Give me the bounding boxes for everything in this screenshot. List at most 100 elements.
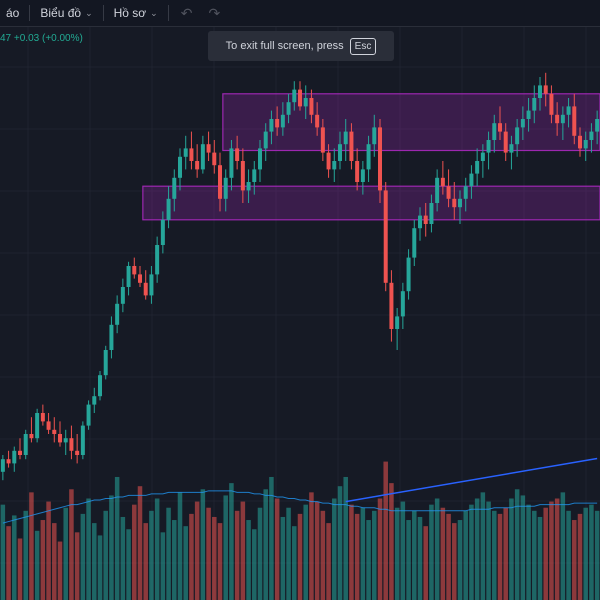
volume-bar	[0, 504, 6, 600]
volume-bar	[286, 507, 291, 600]
undo-icon[interactable]: ↶	[180, 4, 193, 21]
volume-bar	[183, 526, 188, 600]
candle-body	[338, 144, 342, 161]
candle-body	[292, 89, 297, 103]
candle-body	[378, 127, 382, 191]
candle-body	[578, 135, 582, 149]
volume-bar	[337, 486, 343, 600]
volume-bar	[69, 489, 74, 600]
volume-bar	[166, 507, 171, 600]
volume-bar	[509, 498, 514, 600]
volume-bar	[172, 520, 177, 600]
candle-body	[583, 140, 588, 149]
volume-bar	[263, 489, 268, 600]
volume-bar	[572, 520, 577, 600]
volume-bar	[154, 498, 160, 600]
volume-bar	[309, 492, 314, 600]
candle-body	[486, 140, 491, 153]
candle-body	[555, 114, 560, 124]
candle-body	[218, 165, 222, 199]
volume-bar	[349, 504, 354, 600]
volume-bar	[429, 504, 434, 600]
volume-bar	[252, 529, 257, 600]
volume-bar	[343, 476, 348, 600]
candle-body	[343, 131, 348, 145]
trendline	[345, 457, 598, 503]
candle-body	[0, 459, 5, 472]
chart-menu-label: Biểu đồ	[40, 6, 82, 20]
candle-body	[566, 106, 571, 115]
volume-bar	[12, 515, 17, 600]
volume-bar	[594, 510, 600, 600]
volume-bar	[200, 489, 206, 600]
volume-bar	[194, 501, 200, 600]
volume-bar	[474, 498, 480, 600]
candle-body	[69, 438, 74, 451]
candle-body	[126, 266, 131, 287]
volume-bar	[109, 495, 114, 600]
candle-body	[40, 413, 45, 422]
volume-bar	[160, 532, 166, 600]
candle-body	[355, 161, 360, 182]
volume-bar	[412, 510, 417, 600]
candle-body	[75, 450, 80, 455]
candle-body	[240, 161, 245, 191]
volume-bar	[434, 498, 440, 600]
chart-menu[interactable]: Biểu đồ ⌄	[34, 0, 98, 26]
candle-body	[80, 425, 85, 455]
volume-bar	[269, 476, 274, 600]
redo-icon[interactable]: ↷	[208, 4, 221, 21]
candle-body	[572, 106, 577, 136]
volume-bar	[497, 513, 503, 600]
candle-body	[12, 450, 17, 464]
volume-bar	[103, 510, 108, 600]
volume-bar	[480, 492, 486, 600]
candle-body	[18, 450, 22, 455]
candle-body	[440, 177, 445, 187]
volume-bar	[17, 538, 23, 600]
toast-message: To exit full screen, press	[225, 40, 344, 52]
candle-body	[120, 287, 125, 304]
volume-bar	[389, 483, 394, 600]
candle-body	[258, 148, 262, 170]
candle-body	[469, 173, 474, 187]
candle-body	[200, 144, 205, 170]
candle-body	[23, 434, 28, 455]
candle-body	[463, 186, 468, 199]
volume-bar	[223, 495, 228, 600]
volume-bar	[97, 535, 103, 600]
chevron-down-icon: ⌄	[150, 7, 158, 18]
volume-bar	[206, 507, 211, 600]
volume-bar	[280, 516, 286, 600]
volume-bar	[320, 510, 326, 600]
candle-body	[58, 434, 62, 443]
volume-bar	[234, 510, 240, 600]
volume-bar	[297, 513, 303, 600]
candle-body	[63, 438, 68, 443]
volume-bar	[29, 492, 34, 600]
price-change: +0.03 (+0.00%)	[13, 33, 83, 44]
volume-bar	[40, 520, 46, 600]
volume-bar	[63, 507, 68, 600]
volume-bar	[560, 492, 566, 600]
chevron-down-icon: ⌄	[85, 7, 93, 18]
volume-bar	[549, 501, 554, 600]
volume-bar	[189, 513, 194, 600]
partial-menu[interactable]: áo	[0, 0, 25, 26]
candlestick-chart[interactable]	[0, 27, 600, 600]
candle-body	[452, 198, 457, 208]
volume-bar	[577, 513, 583, 600]
candle-body	[349, 131, 354, 161]
profile-menu[interactable]: Hồ sơ ⌄	[108, 0, 164, 26]
candle-body	[412, 228, 417, 258]
toolbar-divider	[102, 5, 104, 21]
volume-bar	[372, 510, 377, 600]
candle-body	[178, 156, 182, 178]
supply-zone-rect	[222, 93, 600, 152]
candle-body	[160, 219, 165, 245]
candle-body	[35, 413, 40, 439]
volume-bar	[526, 504, 531, 600]
candle-body	[538, 85, 542, 98]
candle-body	[589, 131, 594, 140]
candle-body	[332, 161, 337, 170]
